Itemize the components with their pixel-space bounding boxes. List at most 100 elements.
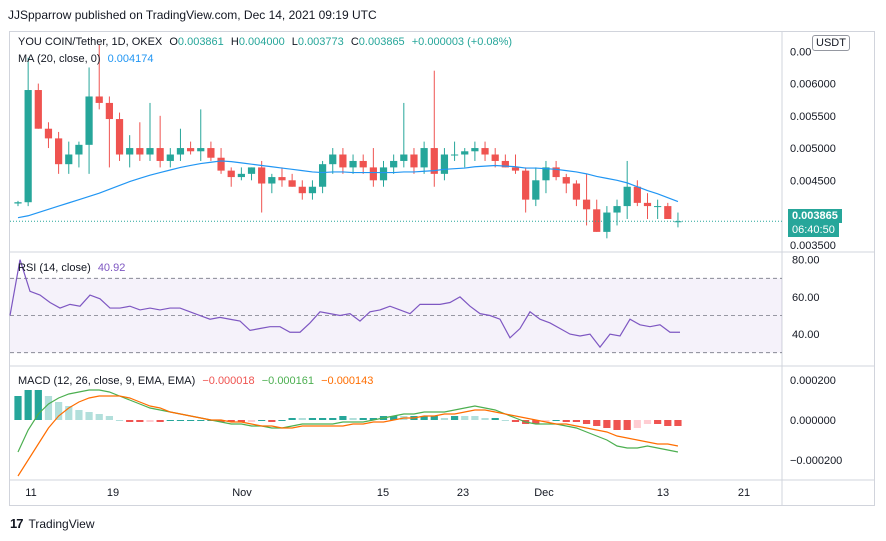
macd-histogram-bar [288, 418, 296, 420]
ma20-line [17, 160, 679, 219]
candle-body [623, 186, 631, 207]
candle-body [410, 154, 418, 168]
candle-body [166, 154, 174, 161]
candle-body [308, 186, 317, 194]
macd-histogram-bar [24, 390, 32, 420]
macd-histogram-bar [14, 396, 22, 420]
candle-body [542, 167, 550, 181]
candle-body [562, 177, 570, 184]
macd-histogram-bar [268, 420, 276, 422]
close-label: C [350, 36, 359, 48]
candle-body [14, 202, 22, 204]
candle-body [511, 167, 520, 171]
price-tick-label: 0.004500 [790, 175, 836, 187]
price-tick-label: 0.005500 [790, 111, 836, 123]
candle-body [339, 154, 347, 168]
candle-body [603, 212, 611, 232]
macd-histogram-bar [217, 420, 225, 422]
macd-histogram-bar [654, 420, 662, 424]
candle-body [440, 154, 449, 174]
candle-body [654, 206, 662, 208]
macd-histogram-bar [156, 420, 164, 422]
macd-histogram-bar [369, 418, 377, 420]
candle-body [522, 170, 530, 200]
candle-body [400, 154, 408, 161]
macd-histogram-bar [461, 416, 469, 420]
candle-body [501, 160, 509, 168]
footer-brand[interactable]: TradingView [28, 516, 95, 531]
macd-histogram-bar [65, 406, 73, 420]
macd-line-value: −0.000161 [261, 375, 315, 387]
macd-histogram-bar [298, 418, 306, 420]
macd-histogram-bar [278, 420, 286, 421]
symbol-legend: YOU COIN/Tether, 1D, OKEX O0.003861 H0.0… [18, 36, 516, 48]
macd-histogram-bar [146, 420, 154, 422]
candle-body [34, 90, 42, 129]
macd-histogram-bar [126, 420, 134, 422]
chart-frame [9, 31, 875, 506]
macd-histogram-bar [633, 420, 641, 428]
macd-histogram-bar [501, 420, 509, 421]
price-tick-label: 0.005000 [790, 143, 836, 155]
low-label: L [291, 36, 298, 48]
macd-histogram-bar [85, 412, 93, 420]
symbol-name: YOU COIN/Tether, 1D, OKEX [18, 36, 163, 48]
macd-histogram-bar [390, 416, 398, 420]
low-value: 0.003773 [297, 36, 344, 48]
candle-body [24, 90, 32, 203]
macd-histogram-bar [258, 420, 266, 421]
macd-signal-line [17, 395, 679, 477]
candle-body [471, 148, 479, 152]
macd-histogram-bar [471, 416, 479, 420]
candle-body [450, 154, 459, 156]
macd-histogram-bar [532, 420, 540, 424]
macd-histogram-bar [34, 390, 42, 420]
tradingview-logo-icon: 17 [10, 516, 24, 531]
rsi-tick-label: 80.00 [792, 255, 820, 267]
candle-body [572, 183, 581, 200]
macd-histogram-bar [511, 420, 520, 422]
macd-histogram-bar [562, 420, 570, 422]
macd-histogram-bar [481, 418, 489, 420]
macd-histogram-bar [44, 396, 53, 420]
candle-body [674, 221, 682, 223]
candle-body [278, 177, 286, 181]
candle-body [126, 148, 134, 155]
candle-body [207, 148, 215, 158]
candle-body [643, 202, 652, 207]
macd-histogram-bar [318, 418, 327, 420]
candle-body [247, 167, 256, 174]
macd-histogram-bar [227, 420, 235, 422]
candle-body [461, 151, 469, 155]
macd-histogram-bar [440, 418, 449, 420]
macd-histogram-bar [542, 420, 550, 422]
candle-body [298, 186, 306, 194]
candle-body [491, 154, 499, 161]
candle-body [105, 102, 113, 120]
currency-button[interactable]: USDT [812, 35, 850, 51]
candle-body [65, 154, 73, 165]
candle-body [582, 199, 591, 210]
macd-label: MACD (12, 26, close, 9, EMA, EMA) [18, 375, 196, 387]
price-tick-label: 0.00 [790, 46, 811, 58]
time-tick-label: Dec [534, 487, 554, 499]
open-value: 0.003861 [177, 36, 224, 48]
ma-value: 0.004174 [107, 53, 154, 65]
candle-body [75, 144, 83, 155]
macd-tick-label: 0.000000 [790, 415, 836, 427]
candle-body [390, 160, 398, 168]
macd-histogram-bar [339, 416, 347, 420]
macd-histogram-bar [582, 420, 591, 424]
ma-label: MA (20, close, 0) [18, 53, 101, 65]
macd-histogram-bar [237, 420, 245, 422]
macd-histogram-bar [430, 416, 438, 420]
rsi-legend: RSI (14, close) 40.92 [18, 262, 129, 274]
time-tick-label: Nov [232, 487, 252, 499]
candle-body [349, 160, 357, 168]
candle-body [268, 177, 276, 184]
macd-tick-label: 0.000200 [790, 375, 836, 387]
macd-histogram-bar [166, 420, 174, 421]
candle-body [44, 128, 53, 139]
macd-histogram-bar [593, 420, 601, 426]
